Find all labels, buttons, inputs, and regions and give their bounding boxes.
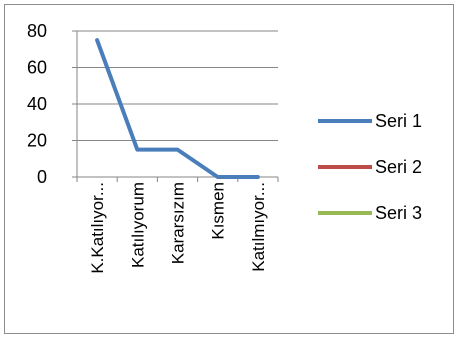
y-axis-ticks: 0 20 40 60 80 bbox=[27, 21, 77, 187]
y-tick-label: 20 bbox=[27, 131, 47, 151]
y-tick-label: 80 bbox=[27, 21, 47, 41]
x-axis-ticks: K.Katılıyor... Katılıyorum Kararsızım Kısme… bbox=[76, 177, 279, 274]
legend-label-3: Seri 3 bbox=[375, 203, 422, 223]
x-category-label: Kısmen bbox=[209, 182, 228, 240]
x-category-label: Katılıyorum bbox=[128, 182, 147, 268]
y-tick-label: 40 bbox=[27, 94, 47, 114]
x-category-label: K.Katılıyor... bbox=[88, 182, 107, 274]
x-category-label: Katılmıyor... bbox=[249, 182, 268, 272]
legend-label-1: Seri 1 bbox=[375, 111, 422, 131]
chart-area bbox=[4, 4, 454, 334]
legend-label-2: Seri 2 bbox=[375, 157, 422, 177]
y-tick-label: 60 bbox=[27, 58, 47, 78]
series-lines bbox=[95, 38, 260, 179]
gridlines bbox=[77, 30, 278, 141]
x-category-label: Kararsızım bbox=[169, 182, 188, 264]
legend: Seri 1 Seri 2 Seri 3 bbox=[318, 111, 422, 223]
series-line-1 bbox=[95, 38, 260, 179]
y-tick-label: 0 bbox=[37, 167, 47, 187]
